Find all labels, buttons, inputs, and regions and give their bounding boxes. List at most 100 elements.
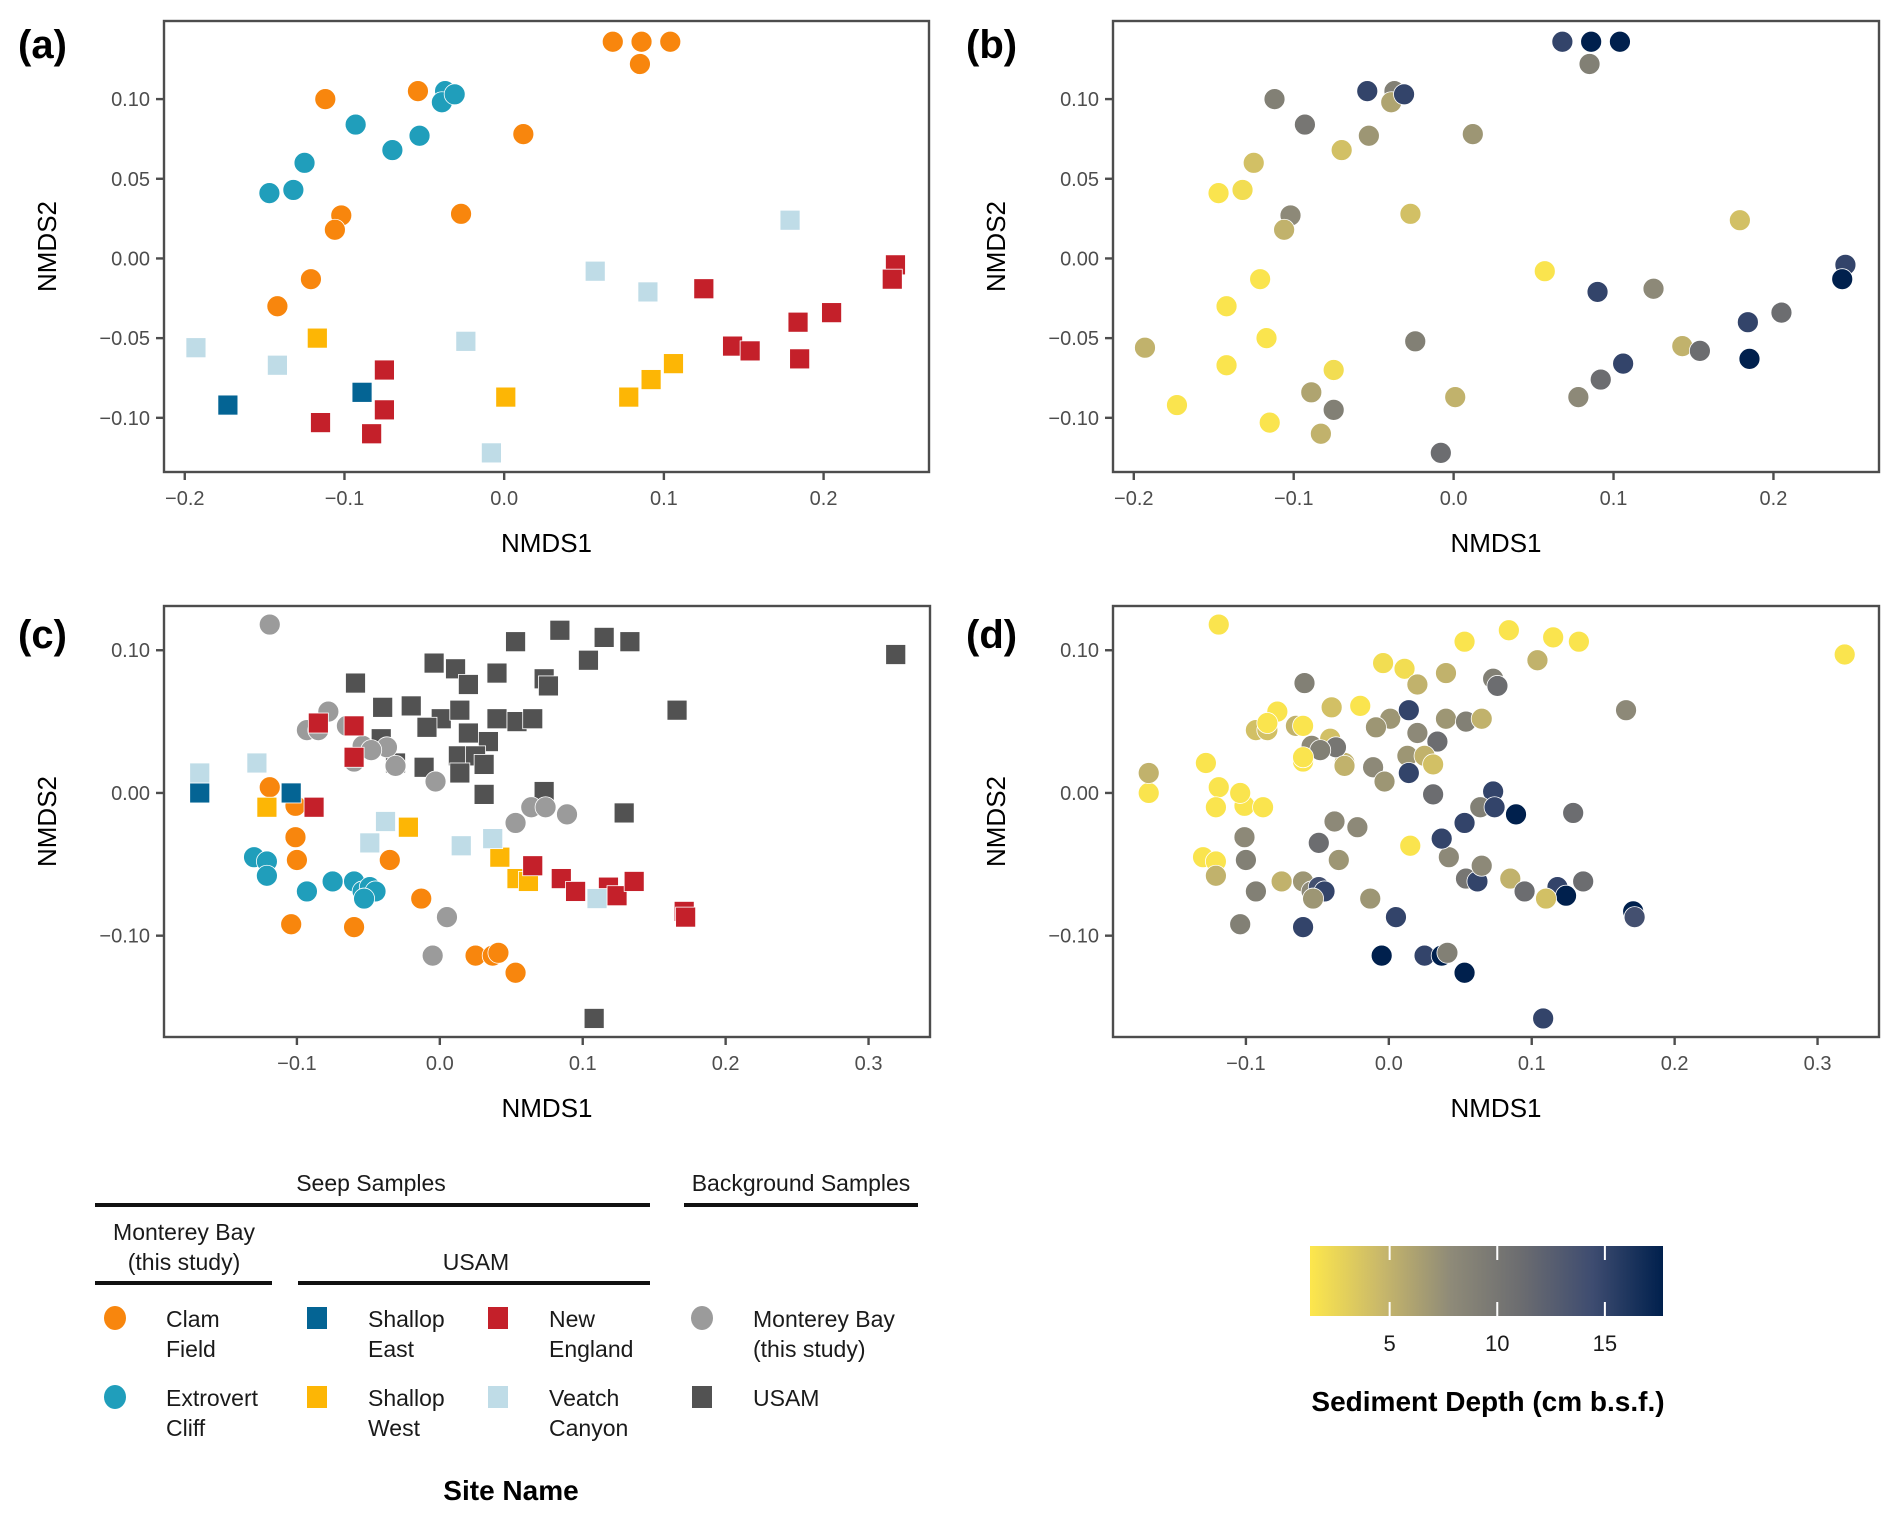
data-point-clam-field	[512, 123, 535, 146]
data-point-shallop-west	[1346, 816, 1369, 839]
y-tick-label: −0.10	[1048, 926, 1099, 948]
data-point-new-england	[565, 881, 586, 902]
data-point-new-england	[1623, 906, 1646, 929]
data-point-veatch-canyon	[266, 354, 288, 376]
data-point-clam-field	[323, 218, 346, 241]
data-point-bg-usam	[1497, 619, 1520, 642]
data-point-extrovert-cliff	[1270, 870, 1293, 893]
data-point-extrovert-cliff	[408, 124, 431, 147]
y-tick-label: −0.10	[99, 926, 150, 948]
y-axis-title: NMDS2	[32, 201, 62, 292]
data-point-new-england	[1688, 339, 1711, 362]
data-point-shallop-east	[351, 381, 373, 403]
data-point-bg-usam	[445, 658, 466, 680]
data-point-clam-field	[450, 202, 472, 225]
data-point-veatch-canyon	[1307, 832, 1330, 854]
x-tick-label: 0.1	[1600, 488, 1628, 510]
legend-group-background: Background Samples	[692, 1170, 911, 1196]
data-point-veatch-canyon	[779, 209, 801, 231]
data-point-shallop-west	[1204, 796, 1227, 819]
data-point-bg-usam	[1406, 673, 1429, 696]
legend-subgroup-usam: USAM	[443, 1249, 509, 1275]
data-point-clam-field	[504, 961, 527, 984]
data-point-veatch-canyon	[450, 835, 472, 857]
data-point-bg-usam	[1453, 630, 1476, 653]
data-point-extrovert-cliff	[344, 113, 367, 136]
y-tick-label: −0.10	[99, 408, 150, 430]
y-tick-label: 0.10	[1060, 640, 1099, 662]
data-point-bg-usam	[1615, 699, 1637, 722]
legend-key-square	[488, 1307, 508, 1329]
data-point-veatch-canyon	[185, 337, 207, 359]
data-point-clam-field	[1207, 776, 1230, 799]
site-legend: Seep Samples Background Samples Monterey…	[95, 1170, 918, 1506]
data-point-new-england	[1572, 870, 1595, 893]
data-point-veatch-canyon	[1429, 441, 1452, 464]
data-point-clam-field	[284, 826, 307, 849]
data-point-bg-monterey	[384, 754, 407, 777]
data-point-bg-usam	[538, 675, 559, 697]
data-point-new-england	[1322, 359, 1345, 381]
data-point-clam-field	[258, 776, 281, 799]
legend-item-label: Monterey Bay	[753, 1306, 895, 1332]
data-point-shallop-west	[1612, 352, 1635, 375]
data-point-bg-usam	[457, 674, 479, 695]
data-point-extrovert-cliff	[443, 83, 466, 106]
data-point-bg-usam	[372, 696, 394, 718]
data-point-bg-monterey	[1333, 754, 1356, 777]
data-point-veatch-canyon	[481, 442, 502, 464]
legend-item-label: Field	[166, 1336, 216, 1362]
y-tick-label: 0.00	[1060, 783, 1099, 805]
data-point-bg-usam	[1349, 695, 1372, 717]
data-point-veatch-canyon	[1134, 336, 1156, 359]
data-point-bg-monterey	[436, 906, 458, 929]
legend-item-veatch-canyon: Veatch Canyon	[488, 1385, 628, 1441]
y-axis-title: NMDS2	[981, 776, 1011, 867]
data-point-clam-field	[1359, 887, 1382, 910]
data-point-clam-field	[1453, 961, 1476, 984]
data-point-extrovert-cliff	[255, 864, 278, 887]
data-point-new-england	[307, 712, 329, 734]
data-point-new-england	[310, 412, 331, 433]
data-point-shallop-west	[640, 369, 662, 390]
data-point-bg-usam	[345, 672, 366, 694]
data-point-shallop-east	[1166, 394, 1188, 416]
data-point-new-england	[789, 348, 811, 370]
data-point-extrovert-cliff	[1231, 179, 1254, 201]
data-point-extrovert-cliff	[381, 139, 404, 161]
data-point-new-england	[373, 399, 395, 421]
x-tick-label: 0.1	[1518, 1053, 1546, 1075]
data-point-extrovert-cliff	[1302, 887, 1324, 910]
data-point-bg-usam	[1435, 662, 1457, 684]
points-layer	[1137, 613, 1856, 1030]
data-point-new-england	[1642, 277, 1665, 300]
data-point-new-england	[1770, 301, 1793, 324]
data-point-bg-monterey	[1453, 812, 1476, 834]
data-point-extrovert-cliff	[1245, 880, 1267, 903]
data-point-clam-field	[314, 88, 337, 110]
legend-key-circle	[104, 1306, 126, 1330]
data-point-veatch-canyon	[1430, 827, 1453, 850]
legend-group-seep: Seep Samples	[296, 1170, 446, 1196]
x-tick-label: 0.0	[1375, 1053, 1403, 1075]
x-tick-label: −0.2	[1114, 488, 1153, 510]
data-point-new-england	[722, 335, 743, 357]
data-point-veatch-canyon	[375, 811, 396, 832]
data-point-shallop-east	[1300, 381, 1323, 404]
colorbar-title: Sediment Depth (cm b.s.f.)	[1311, 1386, 1664, 1417]
data-point-extrovert-cliff	[258, 182, 281, 205]
panel-label: (c)	[18, 613, 67, 657]
legend-item-label: Canyon	[549, 1415, 628, 1441]
data-point-new-england	[821, 302, 842, 324]
data-point-extrovert-cliff	[1393, 83, 1415, 106]
data-point-new-england	[1513, 880, 1536, 903]
data-point-shallop-east	[1229, 782, 1252, 804]
legend-key-square	[488, 1386, 508, 1408]
legend-key-square	[307, 1307, 327, 1329]
data-point-bg-usam	[1372, 652, 1395, 674]
data-point-bg-usam	[1532, 1007, 1555, 1030]
data-point-clam-field	[1327, 849, 1350, 871]
data-point-clam-field	[1229, 913, 1252, 936]
data-point-bg-usam	[486, 708, 508, 730]
